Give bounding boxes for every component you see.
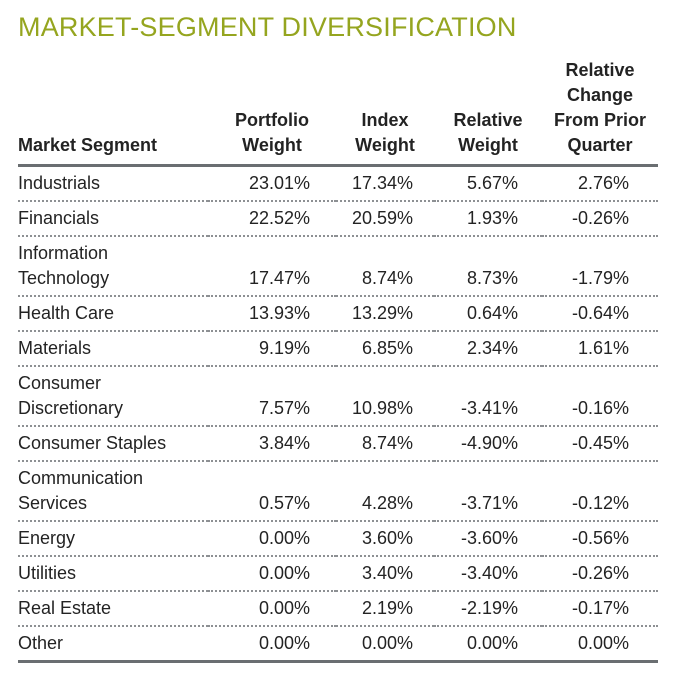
portfolio-weight-value: 9.19% [208, 331, 336, 367]
portfolio-weight-value: 23.01% [208, 165, 336, 202]
relative-change-value: -0.56% [542, 521, 658, 557]
table-row: Energy 0.00% 3.60% -3.60% -0.56% [18, 521, 658, 557]
index-weight-value: 20.59% [336, 201, 434, 237]
table-row: Consumer Discretionary 7.57% 10.98% -3.4… [18, 366, 658, 427]
column-header-relative-weight: Relative Weight [434, 58, 542, 167]
section-title: MARKET-SEGMENT DIVERSIFICATION [18, 12, 517, 42]
table-row: Industrials 23.01% 17.34% 5.67% 2.76% [18, 165, 658, 202]
table-body: Industrials 23.01% 17.34% 5.67% 2.76% Fi… [18, 165, 658, 663]
relative-change-value: -0.64% [542, 296, 658, 332]
header-row: Market Segment Portfolio Weight Index We… [18, 58, 658, 167]
segment-name: Information Technology [18, 236, 208, 297]
table-row: Materials 9.19% 6.85% 2.34% 1.61% [18, 331, 658, 367]
relative-change-value: 1.61% [542, 331, 658, 367]
table-row: Consumer Staples 3.84% 8.74% -4.90% -0.4… [18, 426, 658, 462]
relative-weight-value: -3.60% [434, 521, 542, 557]
table-row: Communication Services 0.57% 4.28% -3.71… [18, 461, 658, 522]
column-header-portfolio-weight: Portfolio Weight [208, 58, 336, 167]
portfolio-weight-value: 0.00% [208, 626, 336, 663]
segment-name: Consumer Discretionary [18, 366, 208, 427]
relative-change-value: 0.00% [542, 626, 658, 663]
index-weight-value: 3.40% [336, 556, 434, 592]
table-row: Real Estate 0.00% 2.19% -2.19% -0.17% [18, 591, 658, 627]
index-weight-value: 10.98% [336, 366, 434, 427]
portfolio-weight-value: 0.00% [208, 591, 336, 627]
table-row: Health Care 13.93% 13.29% 0.64% -0.64% [18, 296, 658, 332]
relative-change-value: -0.45% [542, 426, 658, 462]
column-header-index-weight: Index Weight [336, 58, 434, 167]
segment-name: Financials [18, 201, 208, 237]
column-header-market-segment: Market Segment [18, 58, 208, 167]
segment-name: Communication Services [18, 461, 208, 522]
relative-change-value: -0.16% [542, 366, 658, 427]
relative-change-value: -0.12% [542, 461, 658, 522]
relative-change-value: -0.26% [542, 556, 658, 592]
segment-name: Utilities [18, 556, 208, 592]
table-row: Utilities 0.00% 3.40% -3.40% -0.26% [18, 556, 658, 592]
index-weight-value: 6.85% [336, 331, 434, 367]
relative-weight-value: -3.71% [434, 461, 542, 522]
index-weight-value: 4.28% [336, 461, 434, 522]
relative-weight-value: -3.41% [434, 366, 542, 427]
segment-name: Health Care [18, 296, 208, 332]
index-weight-value: 17.34% [336, 165, 434, 202]
index-weight-value: 8.74% [336, 236, 434, 297]
segment-name: Real Estate [18, 591, 208, 627]
relative-weight-value: -4.90% [434, 426, 542, 462]
market-segment-table: Market Segment Portfolio Weight Index We… [18, 58, 658, 663]
table-row: Financials 22.52% 20.59% 1.93% -0.26% [18, 201, 658, 237]
index-weight-value: 2.19% [336, 591, 434, 627]
segment-name: Other [18, 626, 208, 663]
index-weight-value: 3.60% [336, 521, 434, 557]
index-weight-value: 0.00% [336, 626, 434, 663]
table-row: Information Technology 17.47% 8.74% 8.73… [18, 236, 658, 297]
relative-weight-value: 0.00% [434, 626, 542, 663]
portfolio-weight-value: 17.47% [208, 236, 336, 297]
index-weight-value: 13.29% [336, 296, 434, 332]
index-weight-value: 8.74% [336, 426, 434, 462]
portfolio-weight-value: 3.84% [208, 426, 336, 462]
relative-weight-value: 2.34% [434, 331, 542, 367]
relative-weight-value: 1.93% [434, 201, 542, 237]
relative-change-value: -0.26% [542, 201, 658, 237]
segment-name: Consumer Staples [18, 426, 208, 462]
segment-name: Industrials [18, 165, 208, 202]
portfolio-weight-value: 0.00% [208, 521, 336, 557]
relative-weight-value: 5.67% [434, 165, 542, 202]
portfolio-weight-value: 0.00% [208, 556, 336, 592]
relative-change-value: -1.79% [542, 236, 658, 297]
relative-weight-value: 0.64% [434, 296, 542, 332]
relative-weight-value: -3.40% [434, 556, 542, 592]
portfolio-weight-value: 13.93% [208, 296, 336, 332]
relative-weight-value: 8.73% [434, 236, 542, 297]
table-header: Market Segment Portfolio Weight Index We… [18, 58, 658, 167]
relative-change-value: -0.17% [542, 591, 658, 627]
portfolio-weight-value: 22.52% [208, 201, 336, 237]
page: MARKET-SEGMENT DIVERSIFICATION Market Se… [18, 12, 658, 663]
portfolio-weight-value: 0.57% [208, 461, 336, 522]
column-header-relative-change: Relative Change From Prior Quarter [542, 58, 658, 167]
relative-weight-value: -2.19% [434, 591, 542, 627]
relative-change-value: 2.76% [542, 165, 658, 202]
segment-name: Materials [18, 331, 208, 367]
table-row: Other 0.00% 0.00% 0.00% 0.00% [18, 626, 658, 663]
segment-name: Energy [18, 521, 208, 557]
portfolio-weight-value: 7.57% [208, 366, 336, 427]
